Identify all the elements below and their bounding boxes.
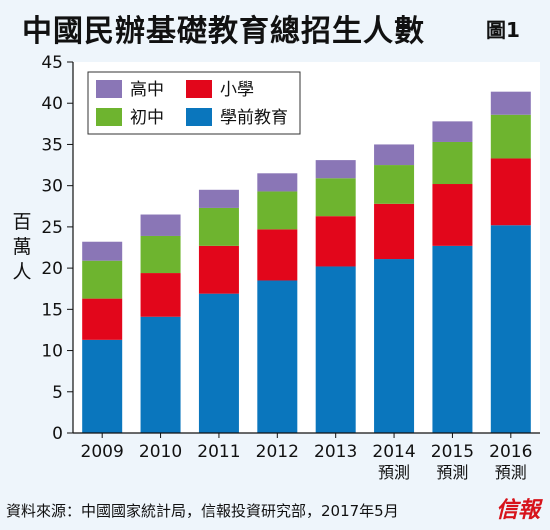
stacked-bar-chart: 2009 2010 2011 2012 2013 2014預測2015預測2016預測05… bbox=[41, 53, 540, 482]
x-tick-label: 2015 bbox=[431, 442, 474, 462]
x-tick-sublabel: 預測 bbox=[378, 463, 410, 482]
x-tick-label: 2009 bbox=[81, 442, 124, 462]
bar-segment-3-2011 bbox=[198, 207, 239, 246]
y-tick-label: 5 bbox=[52, 383, 63, 403]
x-tick-label: 2014 bbox=[372, 442, 415, 462]
bar-segment-1-2009 bbox=[82, 339, 123, 433]
legend-swatch bbox=[186, 80, 212, 98]
y-tick-label: 40 bbox=[41, 94, 63, 114]
y-tick-label: 0 bbox=[52, 424, 63, 444]
legend-swatch bbox=[96, 108, 122, 126]
bar-segment-2-2014 bbox=[374, 203, 415, 260]
y-tick-label: 25 bbox=[41, 218, 63, 238]
bar-segment-3-2009 bbox=[82, 260, 123, 299]
bar-segment-3-2016 bbox=[490, 114, 531, 159]
bar-segment-1-2011 bbox=[198, 293, 239, 433]
y-tick-label: 15 bbox=[41, 300, 63, 320]
x-tick-label: 2011 bbox=[197, 442, 240, 462]
legend-label: 學前教育 bbox=[220, 108, 288, 128]
bar-segment-1-2015 bbox=[432, 245, 473, 433]
x-tick-label: 2010 bbox=[139, 442, 182, 462]
figure-label: 圖1 bbox=[486, 18, 520, 42]
legend-label: 高中 bbox=[130, 80, 164, 100]
bar-segment-1-2016 bbox=[490, 225, 531, 433]
bar-segment-3-2012 bbox=[257, 191, 298, 230]
x-tick-label: 2016 bbox=[489, 442, 532, 462]
x-tick-label: 2012 bbox=[256, 442, 299, 462]
bar-segment-4-2016 bbox=[490, 91, 531, 115]
chart-title: 中國民辦基礎教育總招生人數 bbox=[22, 14, 425, 49]
bar-segment-3-2015 bbox=[432, 141, 473, 185]
bar-segment-3-2010 bbox=[140, 235, 181, 274]
bar-segment-1-2013 bbox=[315, 266, 356, 433]
legend-swatch bbox=[96, 80, 122, 98]
y-axis-label: 百萬人 bbox=[12, 211, 32, 283]
x-tick-label: 2013 bbox=[314, 442, 357, 462]
bar-segment-2-2011 bbox=[198, 245, 239, 294]
bar-segment-4-2014 bbox=[374, 144, 415, 166]
x-tick-sublabel: 預測 bbox=[436, 463, 468, 482]
bar-segment-2-2012 bbox=[257, 229, 298, 281]
y-tick-label: 20 bbox=[41, 259, 63, 279]
bar-segment-1-2010 bbox=[140, 316, 181, 433]
bar-segment-4-2015 bbox=[432, 121, 473, 142]
bar-segment-2-2015 bbox=[432, 184, 473, 246]
bar-segment-4-2013 bbox=[315, 160, 356, 179]
bar-segment-1-2012 bbox=[257, 280, 298, 433]
bar-segment-4-2012 bbox=[257, 173, 298, 192]
bar-segment-2-2013 bbox=[315, 216, 356, 267]
bar-segment-2-2009 bbox=[82, 298, 123, 340]
bar-segment-2-2010 bbox=[140, 273, 181, 317]
bar-segment-4-2010 bbox=[140, 214, 181, 236]
brand-logo: 信報 bbox=[496, 497, 541, 523]
legend-label: 小學 bbox=[220, 80, 254, 100]
bar-segment-4-2011 bbox=[198, 189, 239, 208]
bar-segment-3-2013 bbox=[315, 178, 356, 217]
y-tick-label: 35 bbox=[41, 135, 63, 155]
y-tick-label: 10 bbox=[41, 342, 63, 362]
y-tick-label: 30 bbox=[41, 177, 63, 197]
bar-segment-4-2009 bbox=[82, 241, 123, 261]
y-tick-label: 45 bbox=[41, 53, 63, 73]
bar-segment-2-2016 bbox=[490, 158, 531, 226]
bar-segment-1-2014 bbox=[374, 259, 415, 433]
legend-swatch bbox=[186, 108, 212, 126]
source-note: 資料來源：中國國家統計局，信報投資研究部，2017年5月 bbox=[6, 502, 399, 520]
x-tick-sublabel: 預測 bbox=[495, 463, 527, 482]
legend-label: 初中 bbox=[130, 108, 164, 128]
bar-segment-3-2014 bbox=[374, 165, 415, 204]
